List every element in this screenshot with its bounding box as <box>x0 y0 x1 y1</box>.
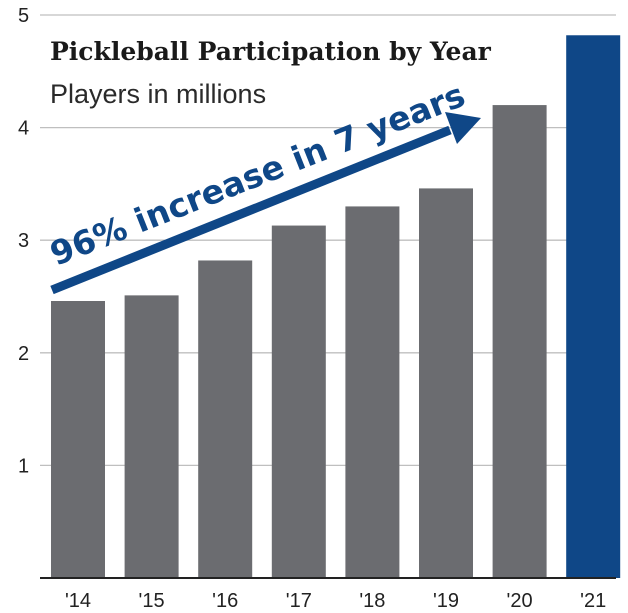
chart-subtitle: Players in millions <box>50 79 266 109</box>
y-tick-label: 4 <box>18 118 29 140</box>
y-tick-labels: 1 2 3 4 5 <box>18 5 29 477</box>
y-tick-label: 3 <box>18 230 29 252</box>
x-tick-label: '20 <box>507 590 533 612</box>
x-tick-label: '17 <box>286 590 312 612</box>
bar <box>198 260 253 578</box>
y-tick-label: 5 <box>18 5 29 27</box>
bar <box>124 295 179 578</box>
bar <box>271 225 326 578</box>
x-tick-label: '18 <box>359 590 385 612</box>
x-tick-label: '21 <box>580 590 606 612</box>
x-tick-label: '19 <box>433 590 459 612</box>
y-tick-label: 1 <box>18 455 29 477</box>
bar <box>419 188 473 579</box>
trend-arrow-shaft <box>50 125 452 295</box>
trend-arrow-head <box>445 112 481 144</box>
trend-arrow <box>50 112 481 295</box>
bar <box>345 206 400 579</box>
y-tick-label: 2 <box>18 343 29 365</box>
bar <box>492 105 547 578</box>
x-tick-label: '15 <box>139 590 165 612</box>
bars <box>51 35 621 579</box>
bar <box>566 35 621 578</box>
x-tick-label: '14 <box>65 590 91 612</box>
chart-title: Pickleball Participation by Year <box>50 37 492 66</box>
x-tick-label: '16 <box>212 590 238 612</box>
x-tick-labels: '14 '15 '16 '17 '18 '19 '20 '21 <box>65 590 606 612</box>
bar <box>51 301 105 578</box>
